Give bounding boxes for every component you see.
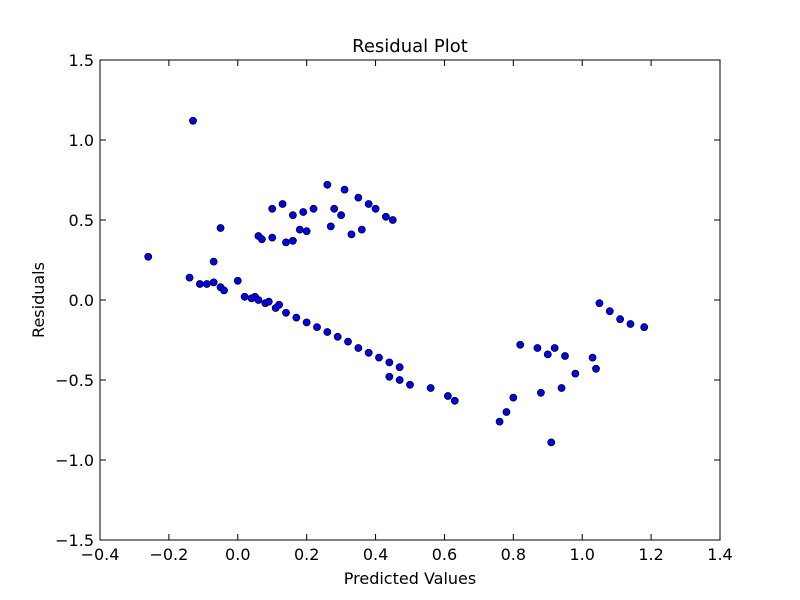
scatter-point (247, 294, 256, 303)
scatter-point (385, 358, 394, 367)
scatter-point (302, 227, 311, 236)
y-tick-label: 1.5 (69, 51, 94, 70)
scatter-point (240, 292, 249, 301)
x-tick-label: 1.2 (638, 545, 663, 564)
scatter-point (309, 204, 318, 213)
ticks-layer: −0.4 −0.2 0.0 0.2 0.4 0.6 0.8 1.0 1.2 1.4 −1.5 −1.0… (55, 51, 733, 564)
scatter-point (330, 204, 339, 213)
scatter-point (292, 313, 301, 322)
scatter-point (502, 408, 511, 416)
x-tick-label: −0.4 (81, 545, 120, 564)
scatter-point (571, 369, 580, 378)
scatter-point (557, 384, 566, 392)
scatter-point (323, 180, 332, 189)
scatter-point (533, 344, 542, 352)
scatter-point (216, 224, 225, 232)
scatter-point (295, 225, 304, 234)
y-tick-label: −0.5 (55, 371, 94, 390)
y-tick-label: −1.5 (55, 531, 94, 550)
scatter-point (326, 222, 335, 231)
scatter-point (288, 211, 297, 220)
scatter-point (354, 193, 363, 202)
x-tick-label: −0.2 (149, 545, 188, 564)
scatter-point (592, 364, 600, 373)
scatter-point (268, 204, 277, 213)
scatter-point (395, 376, 404, 384)
x-tick-label: 0.6 (432, 545, 457, 564)
points-layer (144, 116, 649, 447)
scatter-point (516, 340, 525, 349)
scatter-point (561, 352, 569, 360)
scatter-point (185, 273, 194, 282)
scatter-point (323, 328, 332, 336)
y-tick-label: 0.0 (69, 291, 94, 310)
x-tick-label: 0.0 (225, 545, 250, 564)
y-tick-label: −1.0 (55, 451, 94, 470)
scatter-point (385, 372, 394, 381)
scatter-point (536, 388, 545, 397)
scatter-point (354, 344, 363, 352)
scatter-point (209, 278, 218, 287)
scatter-point (605, 307, 614, 316)
scatter-point (333, 332, 342, 341)
scatter-point (443, 392, 452, 400)
scatter-point (313, 323, 321, 332)
scatter-point (144, 252, 153, 261)
scatter-point (395, 363, 404, 372)
scatter-point (302, 318, 311, 327)
chart-title: Residual Plot (352, 36, 468, 57)
scatter-point (254, 296, 263, 304)
y-tick-label: 0.5 (69, 211, 94, 230)
scatter-point (450, 396, 459, 405)
scatter-point (364, 200, 373, 208)
scatter-point (640, 323, 649, 332)
scatter-point (406, 380, 414, 389)
x-axis-label: Predicted Values (344, 569, 476, 588)
scatter-point (268, 233, 277, 242)
scatter-point (275, 300, 284, 309)
scatter-point (282, 308, 290, 317)
plot-background (100, 60, 720, 540)
y-axis-label: Residuals (29, 262, 48, 338)
x-tick-label: 1.4 (707, 545, 732, 564)
scatter-point (495, 417, 504, 426)
scatter-point (550, 344, 559, 352)
scatter-point (381, 212, 390, 221)
scatter-point (388, 216, 397, 224)
scatter-point (547, 438, 556, 447)
scatter-point (509, 393, 518, 402)
x-tick-label: 0.8 (501, 545, 526, 564)
scatter-point (278, 200, 287, 208)
scatter-point (347, 230, 356, 239)
y-tick-label: 1.0 (69, 131, 94, 150)
scatter-point (340, 185, 349, 194)
scatter-point (233, 276, 242, 285)
scatter-point (595, 299, 604, 308)
x-tick-label: 1.0 (569, 545, 594, 564)
scatter-point (364, 348, 373, 357)
scatter-point (209, 257, 218, 266)
x-tick-label: 0.4 (363, 545, 388, 564)
scatter-point (344, 337, 352, 346)
scatter-point (371, 204, 380, 213)
scatter-point (337, 211, 346, 220)
x-tick-label: 0.2 (294, 545, 319, 564)
scatter-point (543, 350, 552, 359)
scatter-point (588, 353, 597, 362)
scatter-point (202, 280, 211, 288)
scatter-point (426, 384, 435, 392)
scatter-point (257, 235, 266, 244)
scatter-point (189, 116, 197, 125)
scatter-point (626, 320, 635, 328)
scatter-point (195, 280, 204, 288)
scatter-point (616, 315, 625, 324)
scatter-point (299, 208, 308, 216)
scatter-point (357, 225, 366, 234)
scatter-point (264, 297, 273, 306)
scatter-point (288, 236, 297, 245)
scatter-point (282, 238, 290, 247)
scatter-point (375, 353, 383, 362)
scatter-point (220, 286, 228, 295)
